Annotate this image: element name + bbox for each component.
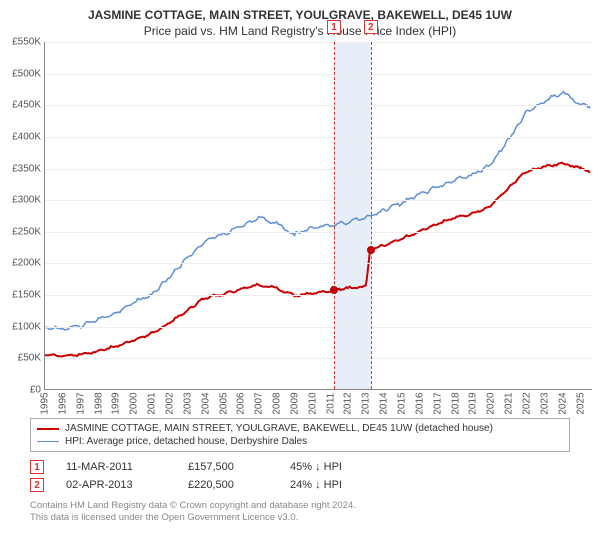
gridline [45,42,592,43]
event-diff: 45% ↓ HPI [290,461,342,473]
legend-label-property: JASMINE COTTAGE, MAIN STREET, YOULGRAVE,… [65,423,493,434]
x-tick-label: 2023 [539,392,550,414]
event-table: 1 11-MAR-2011 £157,500 45% ↓ HPI 2 02-AP… [30,458,570,494]
event-index-box: 2 [30,478,44,492]
chart-area: £0£50K£100K£150K£200K£250K£300K£350K£400… [44,42,592,412]
x-tick-label: 1998 [93,392,104,414]
x-tick-label: 2016 [414,392,425,414]
legend-label-hpi: HPI: Average price, detached house, Derb… [65,436,307,447]
y-tick-label: £550K [1,37,41,48]
x-tick-label: 2012 [343,392,354,414]
y-tick-label: £250K [1,226,41,237]
x-tick-label: 2017 [432,392,443,414]
x-tick-label: 1999 [111,392,122,414]
event-date: 02-APR-2013 [66,479,166,491]
footnote-line: Contains HM Land Registry data © Crown c… [30,500,570,512]
event-vline [371,42,372,389]
event-row: 2 02-APR-2013 £220,500 24% ↓ HPI [30,476,570,494]
x-tick-label: 2025 [575,392,586,414]
x-tick-label: 2013 [361,392,372,414]
y-tick-label: £350K [1,163,41,174]
x-tick-label: 2010 [307,392,318,414]
event-diff: 24% ↓ HPI [290,479,342,491]
plot-region: £0£50K£100K£150K£200K£250K£300K£350K£400… [44,42,592,390]
x-tick-label: 2006 [236,392,247,414]
y-tick-label: £400K [1,131,41,142]
legend-swatch-hpi [37,441,59,442]
y-tick-label: £50K [1,353,41,364]
legend-swatch-property [37,428,59,430]
x-tick-label: 2005 [218,392,229,414]
gridline [45,137,592,138]
gridline [45,169,592,170]
x-tick-label: 2003 [182,392,193,414]
y-tick-label: £200K [1,258,41,269]
legend: JASMINE COTTAGE, MAIN STREET, YOULGRAVE,… [30,418,570,452]
x-tick-label: 2019 [468,392,479,414]
x-tick-label: 2002 [164,392,175,414]
x-tick-label: 2004 [200,392,211,414]
gridline [45,232,592,233]
y-tick-label: £500K [1,68,41,79]
x-tick-label: 2020 [486,392,497,414]
event-marker-box: 1 [327,20,341,34]
x-tick-label: 2022 [521,392,532,414]
event-price: £157,500 [188,461,268,473]
gridline [45,263,592,264]
chart-subtitle: Price paid vs. HM Land Registry's House … [0,22,600,42]
gridline [45,74,592,75]
y-tick-label: £300K [1,195,41,206]
event-date: 11-MAR-2011 [66,461,166,473]
x-tick-label: 2021 [504,392,515,414]
gridline [45,358,592,359]
gridline [45,327,592,328]
x-tick-label: 1996 [57,392,68,414]
gridline [45,295,592,296]
x-tick-label: 2009 [289,392,300,414]
event-vline [334,42,335,389]
x-tick-label: 2001 [147,392,158,414]
x-tick-label: 1997 [75,392,86,414]
x-tick-label: 2018 [450,392,461,414]
x-tick-label: 2011 [325,393,336,415]
x-tick-label: 2000 [129,392,140,414]
y-tick-label: £450K [1,100,41,111]
y-tick-label: £150K [1,290,41,301]
line-layer [45,42,592,389]
event-marker-box: 2 [364,20,378,34]
y-tick-label: £100K [1,321,41,332]
event-price: £220,500 [188,479,268,491]
y-tick-label: £0 [1,385,41,396]
x-tick-label: 2008 [272,392,283,414]
footnote-line: This data is licensed under the Open Gov… [30,512,570,524]
x-tick-label: 2024 [557,392,568,414]
legend-row-hpi: HPI: Average price, detached house, Derb… [37,435,563,448]
x-tick-label: 2007 [254,392,265,414]
x-tick-label: 1995 [40,392,51,414]
x-tick-label: 2014 [379,392,390,414]
event-dot [330,286,338,294]
x-tick-label: 2015 [397,392,408,414]
legend-row-property: JASMINE COTTAGE, MAIN STREET, YOULGRAVE,… [37,422,563,435]
event-row: 1 11-MAR-2011 £157,500 45% ↓ HPI [30,458,570,476]
gridline [45,200,592,201]
gridline [45,105,592,106]
chart-container: JASMINE COTTAGE, MAIN STREET, YOULGRAVE,… [0,0,600,560]
event-index-box: 1 [30,460,44,474]
footnote: Contains HM Land Registry data © Crown c… [30,500,570,525]
chart-title: JASMINE COTTAGE, MAIN STREET, YOULGRAVE,… [0,0,600,22]
event-dot [367,246,375,254]
